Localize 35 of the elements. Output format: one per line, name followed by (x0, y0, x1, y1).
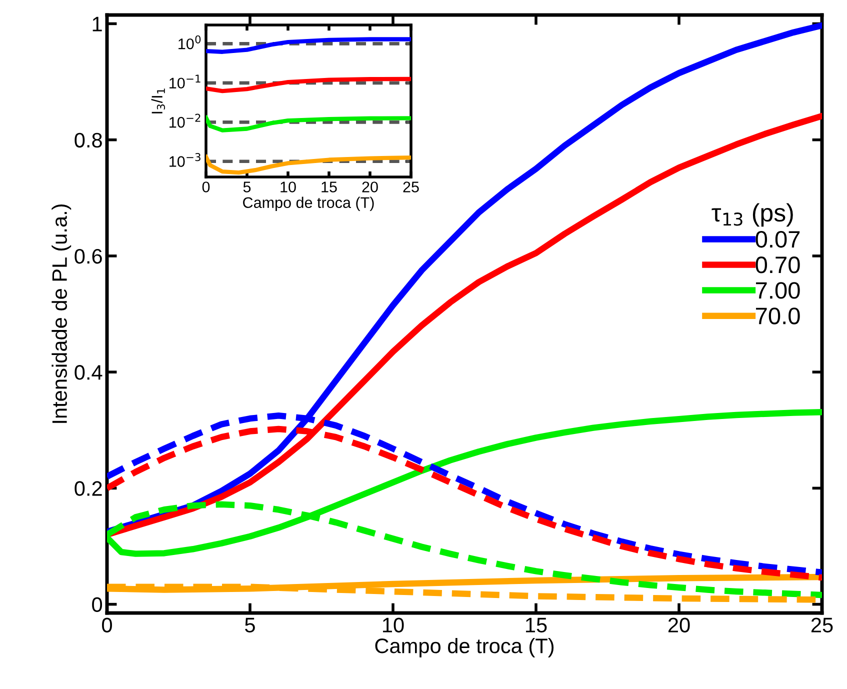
y-tick-label: 0 (92, 597, 102, 612)
x-axis-title: Campo de troca (T) (375, 638, 554, 658)
y-tick-label: 10$^{−1}$ (170, 74, 200, 89)
y-tick-label: 0.8 (74, 132, 102, 148)
y-tick-label: 10$^{−2}$ (170, 114, 200, 128)
x-tick-label: 25 (403, 182, 419, 192)
legend-label: 0.07 (756, 230, 800, 248)
x-tick-label: 15 (322, 182, 337, 192)
x-tick-label: 20 (668, 618, 690, 632)
y-tick-label: 0.4 (74, 365, 102, 380)
x-tick-label: 10 (383, 618, 404, 632)
x-tick-label: 5 (243, 182, 251, 192)
x-tick-label: 0 (102, 618, 112, 632)
line-series (206, 154, 411, 175)
x-tick-label: 10 (280, 182, 296, 192)
x-tick-label: 0 (202, 182, 210, 192)
legend-label: 70.0 (756, 308, 800, 324)
y-axis-title: I$_{3}$/I$_{1}$ (151, 88, 166, 114)
y-tick-label: 0.6 (74, 248, 102, 264)
y-tick-label: 0.2 (74, 481, 102, 496)
y-axis-title: Intensidade de PL (u.a.) (52, 204, 72, 423)
x-tick-label: 15 (526, 618, 547, 632)
legend-title: τ$_{13}$ (ps) (712, 203, 793, 227)
y-tick-label: 10$^{−3}$ (170, 153, 200, 167)
y-tick-label: 1 (92, 16, 102, 32)
x-axis-title: Campo de troca (T) (243, 196, 374, 212)
x-tick-label: 25 (811, 618, 833, 632)
line-series (206, 37, 411, 54)
x-tick-label: 5 (245, 618, 255, 632)
line-series (206, 116, 411, 132)
x-tick-label: 20 (362, 182, 378, 192)
y-tick-label: 10$^{0}$ (178, 35, 201, 50)
line-series (206, 76, 411, 94)
legend-label: 7.00 (756, 282, 800, 299)
legend-label: 0.70 (756, 256, 800, 274)
